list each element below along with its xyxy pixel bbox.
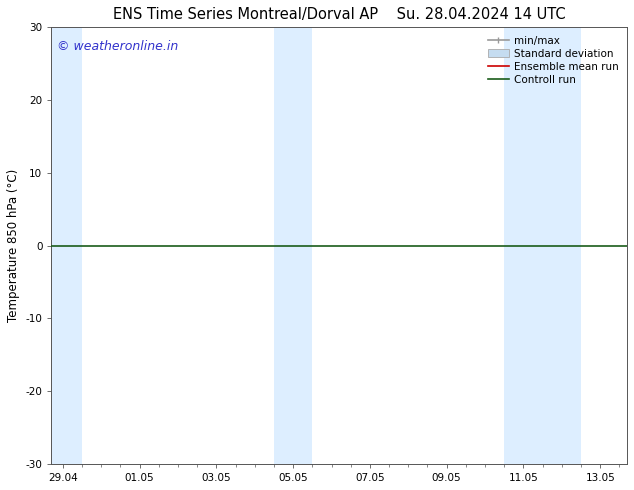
Legend: min/max, Standard deviation, Ensemble mean run, Controll run: min/max, Standard deviation, Ensemble me… (485, 32, 622, 88)
Y-axis label: Temperature 850 hPa (°C): Temperature 850 hPa (°C) (7, 169, 20, 322)
Bar (504, 27, 581, 464)
Title: ENS Time Series Montreal/Dorval AP    Su. 28.04.2024 14 UTC: ENS Time Series Montreal/Dorval AP Su. 2… (113, 7, 566, 22)
Text: © weatheronline.in: © weatheronline.in (57, 40, 178, 53)
Bar (274, 27, 313, 464)
Bar (51, 27, 82, 464)
